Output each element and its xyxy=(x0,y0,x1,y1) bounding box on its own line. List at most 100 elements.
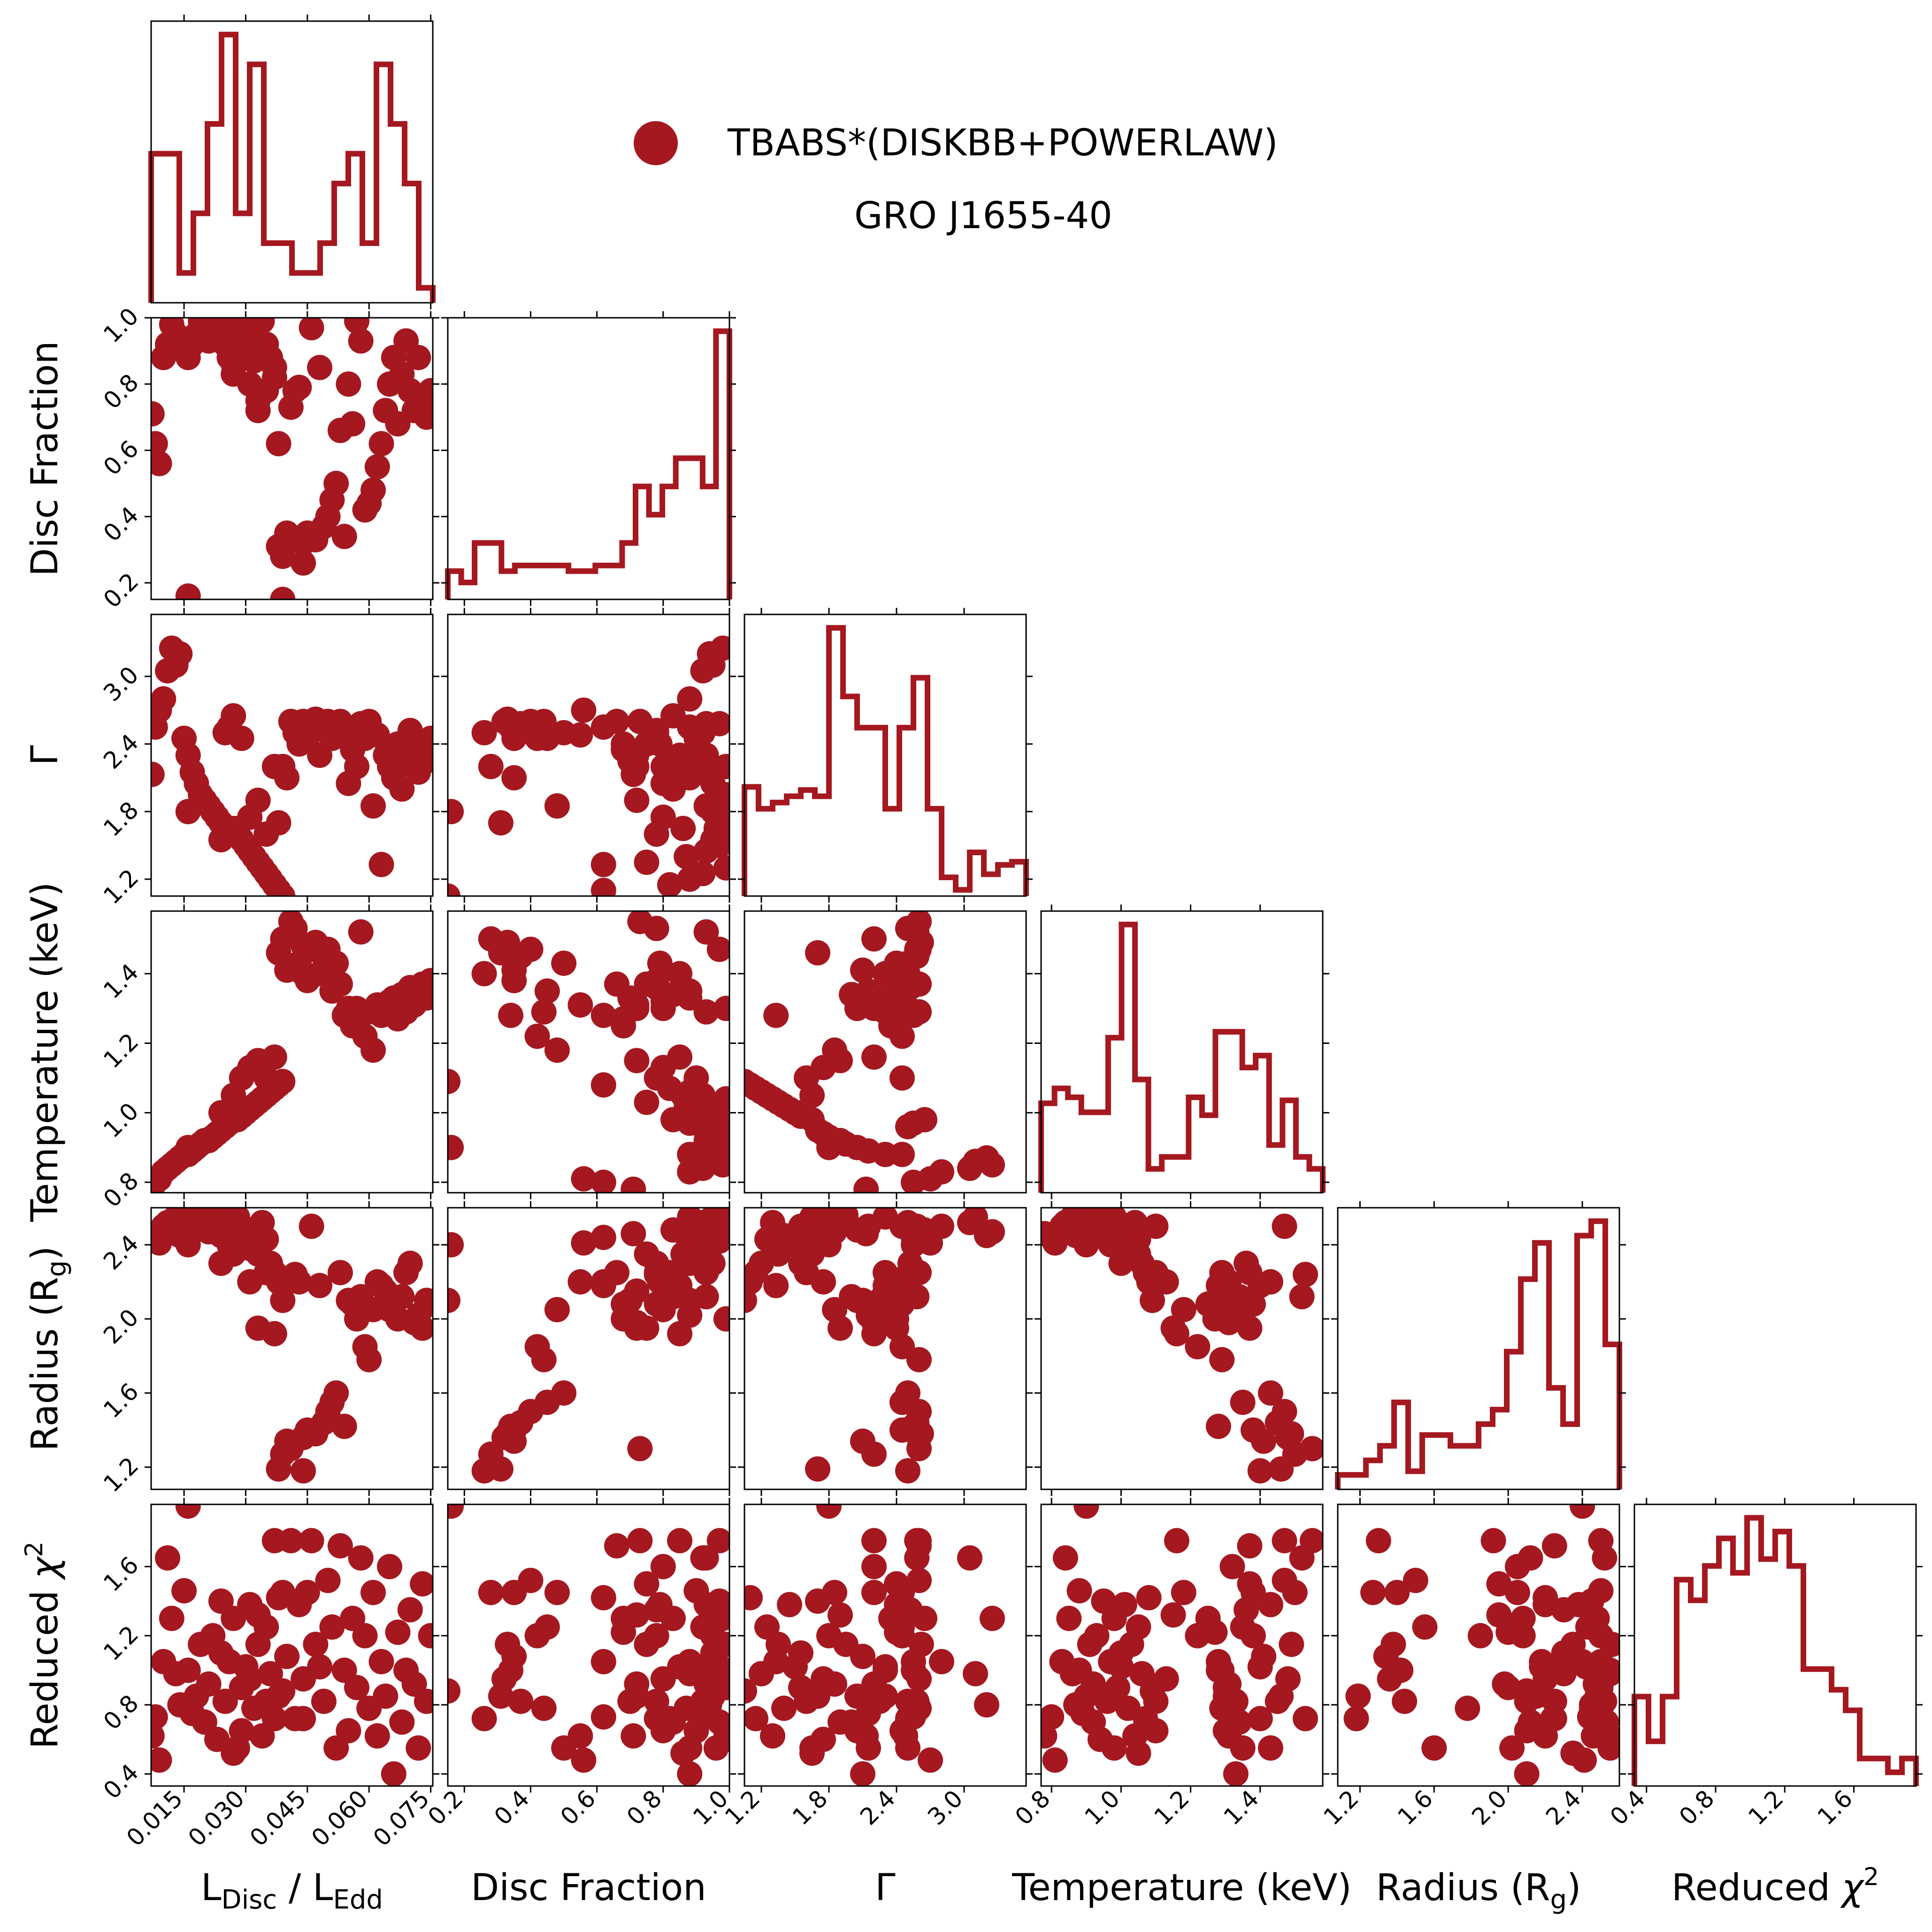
scatter-point xyxy=(1365,1528,1391,1554)
scatter-point xyxy=(307,1273,333,1298)
scatter-point xyxy=(221,703,246,728)
scatter-point xyxy=(901,1413,926,1439)
x-tick-label: 0.045 xyxy=(245,1785,311,1851)
scatter-point xyxy=(650,1554,676,1579)
scatter-point xyxy=(670,816,696,841)
scatter-point xyxy=(266,810,291,836)
panel-frame xyxy=(1040,910,1324,1194)
scatter-point xyxy=(1421,1735,1447,1761)
scatter-point xyxy=(1575,1614,1601,1640)
scatter-point xyxy=(853,1176,879,1193)
scatter-point xyxy=(1541,1657,1567,1683)
scatter-point xyxy=(448,799,464,824)
scatter-point xyxy=(957,1545,982,1571)
scatter-point xyxy=(278,1528,304,1554)
scatter-point xyxy=(1257,1380,1283,1406)
scatter-point xyxy=(381,1761,406,1786)
scatter-point xyxy=(495,1632,521,1657)
scatter-point xyxy=(918,1747,943,1773)
x-tick-label: 2.4 xyxy=(855,1785,900,1830)
scatter-point xyxy=(754,1614,780,1640)
scatter-point xyxy=(634,1571,659,1597)
scatter-point xyxy=(670,1082,696,1108)
histogram-temperature xyxy=(1038,921,1326,1193)
scatter-point xyxy=(1056,1605,1082,1631)
scatter-point xyxy=(816,1135,842,1160)
scatter-panel-chi2-vs-ldisc xyxy=(151,1504,433,1786)
scatter-point xyxy=(627,1436,653,1462)
scatter-point xyxy=(816,1623,842,1648)
scatter-point xyxy=(498,1413,524,1439)
x-tick-label: 1.0 xyxy=(1080,1785,1125,1830)
scatter-point xyxy=(360,477,386,503)
scatter-point xyxy=(1126,1614,1151,1640)
scatter-point xyxy=(908,1632,934,1657)
scatter-point xyxy=(331,523,357,549)
scatter-point xyxy=(1492,1671,1518,1697)
scatter-point xyxy=(286,1269,312,1295)
scatter-point xyxy=(303,1632,329,1657)
scatter-point xyxy=(1272,1399,1297,1425)
panel-frame xyxy=(1040,1207,1324,1490)
scatter-point xyxy=(590,1585,616,1610)
scatter-point xyxy=(151,1747,172,1773)
scatter-point xyxy=(531,999,557,1025)
scatter-point xyxy=(498,714,524,740)
x-tick-label: 0.8 xyxy=(1010,1785,1055,1830)
scatter-point xyxy=(861,1554,887,1579)
scatter-point xyxy=(889,1065,915,1091)
scatter-panel-temperature-vs-gamma xyxy=(744,911,1005,1193)
scatter-point xyxy=(693,711,719,736)
scatter-point xyxy=(237,1666,263,1692)
scatter-point xyxy=(406,1735,431,1761)
scatter-point xyxy=(1112,1592,1137,1618)
scatter-point xyxy=(501,968,527,994)
scatter-point xyxy=(873,1260,898,1286)
scatter-point xyxy=(498,1003,524,1028)
scatter-point xyxy=(1279,1632,1304,1657)
scatter-point xyxy=(471,961,497,987)
x-tick-label: 0.6 xyxy=(555,1785,601,1830)
scatter-point xyxy=(1073,1504,1099,1519)
scatter-point xyxy=(340,411,366,437)
scatter-point xyxy=(644,726,669,751)
y-tick-label: 0.4 xyxy=(98,501,144,547)
scatter-point xyxy=(861,1579,887,1605)
panel-frame xyxy=(150,613,434,897)
scatter-point xyxy=(706,936,729,962)
scatter-point xyxy=(1101,1735,1127,1761)
scatter-point xyxy=(904,1213,930,1239)
scatter-point xyxy=(175,1504,201,1519)
panel-frame xyxy=(447,613,730,897)
scatter-point xyxy=(660,776,686,802)
scatter-point xyxy=(895,1380,920,1406)
scatter-point xyxy=(974,1223,999,1249)
scatter-point xyxy=(683,1213,709,1239)
scatter-point xyxy=(644,1250,669,1276)
scatter-point xyxy=(856,1735,881,1761)
scatter-point xyxy=(307,1654,333,1679)
scatter-point xyxy=(1343,1706,1369,1732)
scatter-point xyxy=(368,1649,394,1674)
scatter-point xyxy=(693,743,719,768)
scatter-point xyxy=(611,1619,636,1645)
scatter-point xyxy=(286,375,312,400)
scatter-point xyxy=(657,872,682,896)
panel-frame xyxy=(447,317,730,600)
scatter-point xyxy=(414,1688,433,1714)
scatter-point xyxy=(253,1065,279,1091)
scatter-point xyxy=(414,748,433,774)
scatter-point xyxy=(1230,1735,1256,1761)
scatter-point xyxy=(1360,1579,1386,1605)
scatter-point xyxy=(488,810,514,836)
y-axis-label-chi2: Reduced χ2 xyxy=(20,1541,66,1749)
scatter-point xyxy=(1185,1334,1211,1360)
scatter-point xyxy=(1265,1688,1290,1714)
scatter-point xyxy=(448,1504,464,1519)
scatter-point xyxy=(1126,1740,1151,1766)
scatter-point xyxy=(245,1602,271,1628)
scatter-point xyxy=(590,1273,616,1298)
x-tick-label: 2.4 xyxy=(1541,1785,1586,1830)
scatter-point xyxy=(1551,1597,1577,1623)
scatter-point xyxy=(364,722,390,748)
